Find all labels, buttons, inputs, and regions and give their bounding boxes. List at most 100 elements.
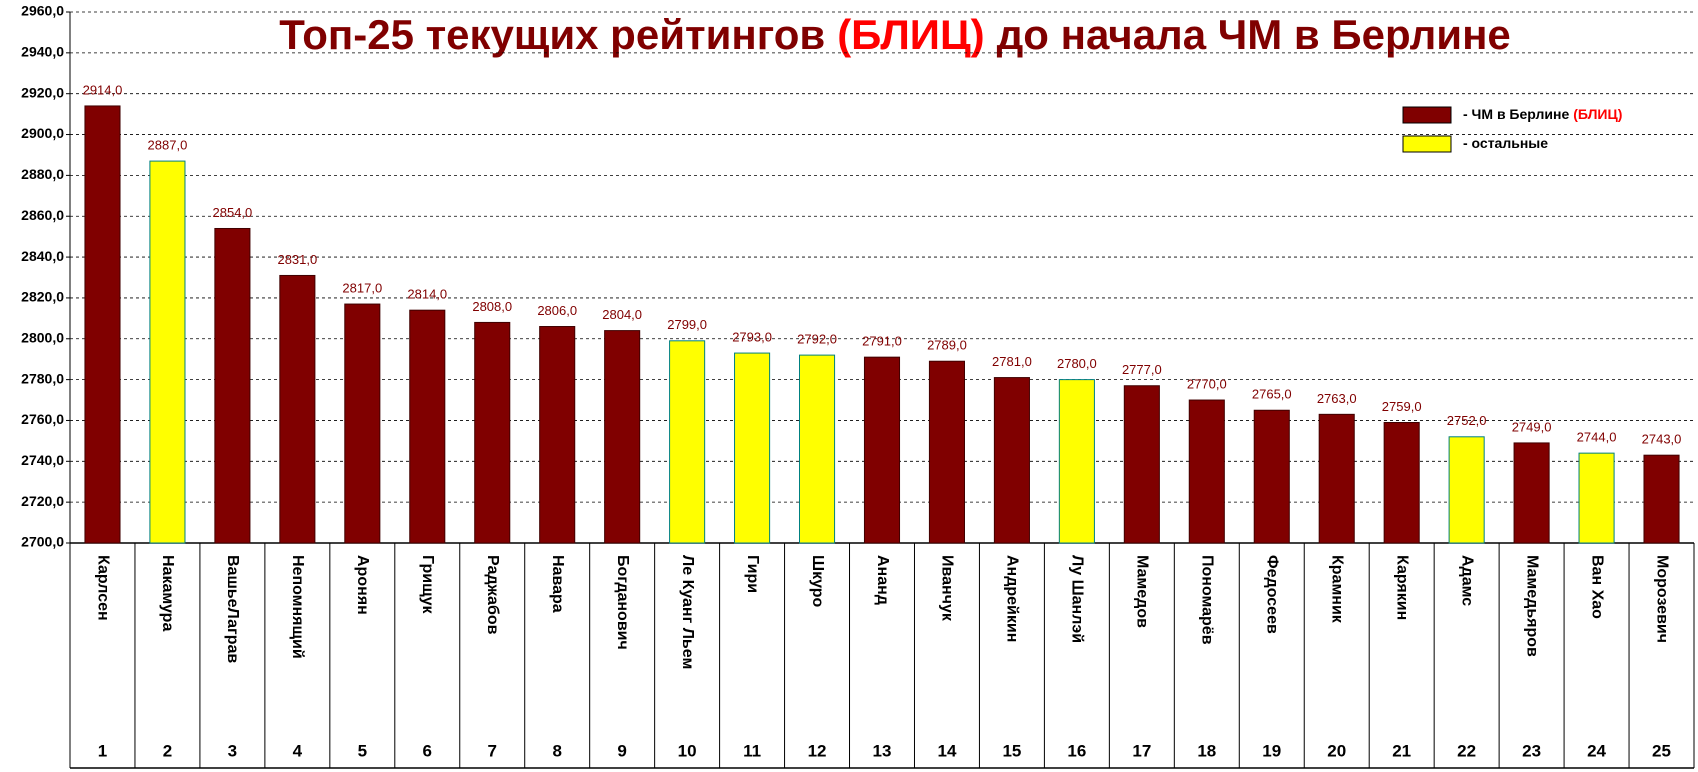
x-tick-label: Лу Шанлэй xyxy=(1069,555,1086,643)
x-tick-label: Накамура xyxy=(159,555,176,631)
y-tick-label: 2860,0 xyxy=(21,207,64,223)
rank-label: 4 xyxy=(293,741,303,760)
y-tick-label: 2720,0 xyxy=(21,493,64,509)
y-tick-label: 2880,0 xyxy=(21,166,64,182)
rank-label: 21 xyxy=(1392,741,1411,760)
x-tick-label: Федосеев xyxy=(1264,555,1281,634)
rank-label: 7 xyxy=(488,741,497,760)
rank-label: 16 xyxy=(1067,741,1086,760)
bar xyxy=(149,160,186,544)
data-label: 2804,0 xyxy=(602,307,642,322)
data-label: 2792,0 xyxy=(797,332,837,347)
y-tick-label: 2840,0 xyxy=(21,248,64,264)
data-label: 2752,0 xyxy=(1447,413,1487,428)
data-label: 2854,0 xyxy=(213,205,253,220)
data-label: 2793,0 xyxy=(732,330,772,345)
bar xyxy=(1578,452,1615,544)
legend-part: - остальные xyxy=(1463,135,1548,151)
x-tick-label: Непомнящий xyxy=(289,555,306,659)
y-tick-label: 2800,0 xyxy=(21,329,64,345)
data-label: 2744,0 xyxy=(1577,430,1617,445)
x-tick-label: Ананд xyxy=(874,555,891,605)
title-part: Топ-25 текущих рейтингов xyxy=(279,11,825,58)
bar xyxy=(1383,422,1420,544)
x-tick-label: Ван Хао xyxy=(1588,555,1605,619)
data-label: 2887,0 xyxy=(148,138,188,153)
bar xyxy=(539,326,576,544)
data-label: 2781,0 xyxy=(992,354,1032,369)
rank-label: 20 xyxy=(1327,741,1346,760)
x-tick-label: Карякин xyxy=(1393,555,1410,620)
rank-label: 17 xyxy=(1132,741,1151,760)
y-tick-label: 2760,0 xyxy=(21,411,64,427)
x-tick-label: Навара xyxy=(549,555,566,613)
rank-label: 8 xyxy=(552,741,561,760)
data-label: 2759,0 xyxy=(1382,399,1422,414)
y-tick-label: 2920,0 xyxy=(21,84,64,100)
rank-label: 2 xyxy=(163,741,172,760)
data-label: 2814,0 xyxy=(407,287,447,302)
rank-label: 11 xyxy=(743,741,761,760)
x-tick-label: Грищук xyxy=(419,555,436,614)
rank-label: 25 xyxy=(1652,741,1671,760)
rank-label: 14 xyxy=(937,741,956,760)
data-label: 2789,0 xyxy=(927,338,967,353)
bar xyxy=(409,309,446,544)
x-tick-label: Андрейкин xyxy=(1004,555,1021,642)
data-label: 2817,0 xyxy=(342,280,382,295)
x-tick-label: Шкуро xyxy=(809,555,826,608)
legend-swatch xyxy=(1402,135,1452,153)
data-label: 2763,0 xyxy=(1317,391,1357,406)
y-tick-label: 2820,0 xyxy=(21,289,64,305)
x-tick-label: Адамс xyxy=(1458,555,1475,606)
data-label: 2749,0 xyxy=(1512,419,1552,434)
rank-label: 15 xyxy=(1002,741,1021,760)
bar xyxy=(669,340,706,544)
y-tick-label: 2740,0 xyxy=(21,452,64,468)
rank-label: 12 xyxy=(808,741,827,760)
legend-label: - ЧМ в Берлине (БЛИЦ) xyxy=(1463,106,1622,122)
x-tick-label: Иванчук xyxy=(939,555,956,622)
rank-label: 22 xyxy=(1457,741,1476,760)
bar xyxy=(1253,409,1290,544)
y-tick-label: 2700,0 xyxy=(21,534,64,550)
y-tick-label: 2960,0 xyxy=(21,3,64,19)
bar xyxy=(474,321,511,544)
data-label: 2831,0 xyxy=(277,252,317,267)
x-tick-label: ВашьеЛаграв xyxy=(224,555,241,663)
legend-part: - ЧМ в Берлине xyxy=(1463,106,1569,122)
rank-label: 6 xyxy=(423,741,432,760)
data-label: 2765,0 xyxy=(1252,387,1292,402)
chart-title: Топ-25 текущих рейтингов (БЛИЦ) до начала … xyxy=(279,11,1511,58)
rank-label: 1 xyxy=(98,741,107,760)
bar xyxy=(1318,413,1355,544)
x-tick-label: Ле Куанг Льем xyxy=(679,555,696,669)
rank-label: 19 xyxy=(1262,741,1281,760)
data-label: 2743,0 xyxy=(1642,432,1682,447)
rank-label: 5 xyxy=(358,741,367,760)
legend-part: (БЛИЦ) xyxy=(1573,106,1622,122)
x-tick-label: Карлсен xyxy=(94,555,111,621)
bar xyxy=(1643,454,1680,544)
bar xyxy=(993,377,1030,544)
bar xyxy=(863,356,901,544)
x-tick-label: Морозевич xyxy=(1653,555,1670,643)
bar xyxy=(1123,385,1160,544)
bar xyxy=(279,274,316,544)
data-label: 2777,0 xyxy=(1122,362,1162,377)
bar xyxy=(799,354,836,544)
bar xyxy=(1513,442,1550,544)
data-label: 2791,0 xyxy=(862,334,902,349)
bar xyxy=(84,105,121,544)
title-part: до начала ЧМ в Берлине xyxy=(997,11,1511,58)
x-tick-label: Пономарёв xyxy=(1199,555,1216,645)
x-tick-label: Раджабов xyxy=(484,555,501,635)
x-tick-label: Мамедьяров xyxy=(1523,555,1540,657)
data-label: 2799,0 xyxy=(667,317,707,332)
y-tick-label: 2900,0 xyxy=(21,125,64,141)
bar xyxy=(1188,399,1225,544)
bar xyxy=(1058,379,1095,544)
legend-swatch xyxy=(1402,106,1452,124)
bar xyxy=(344,303,381,544)
